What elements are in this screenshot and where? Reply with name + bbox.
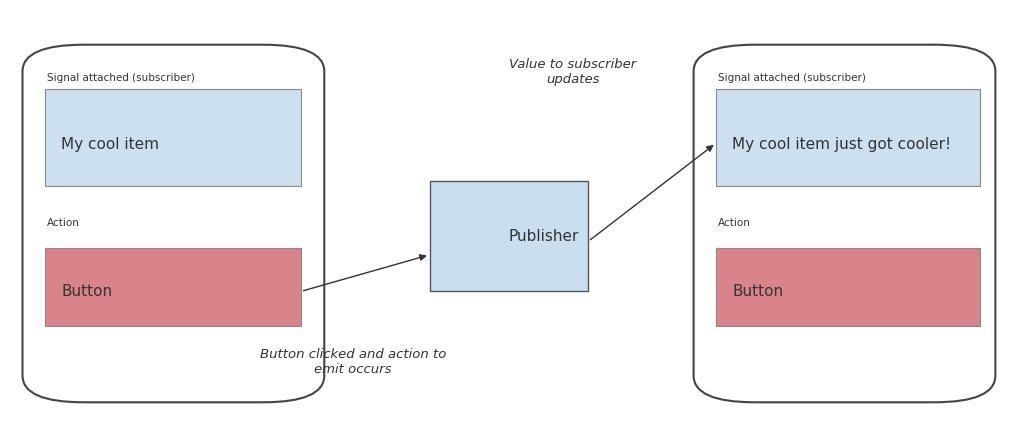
Text: Publisher: Publisher — [509, 228, 579, 244]
FancyBboxPatch shape — [430, 181, 588, 291]
Text: Button: Button — [732, 284, 784, 299]
Text: Signal attached (subscriber): Signal attached (subscriber) — [47, 73, 195, 83]
Text: Value to subscriber
updates: Value to subscriber updates — [509, 58, 636, 85]
FancyBboxPatch shape — [23, 45, 324, 402]
FancyBboxPatch shape — [694, 45, 995, 402]
Text: Button: Button — [61, 284, 113, 299]
Text: Action: Action — [47, 219, 80, 228]
Bar — [716, 248, 980, 326]
Text: Action: Action — [718, 219, 751, 228]
Text: Button clicked and action to
emit occurs: Button clicked and action to emit occurs — [260, 348, 446, 376]
Bar — [716, 89, 980, 186]
Bar — [45, 89, 301, 186]
Text: My cool item: My cool item — [61, 137, 160, 152]
Text: My cool item just got cooler!: My cool item just got cooler! — [732, 137, 951, 152]
Text: Signal attached (subscriber): Signal attached (subscriber) — [718, 73, 866, 83]
Bar — [45, 248, 301, 326]
